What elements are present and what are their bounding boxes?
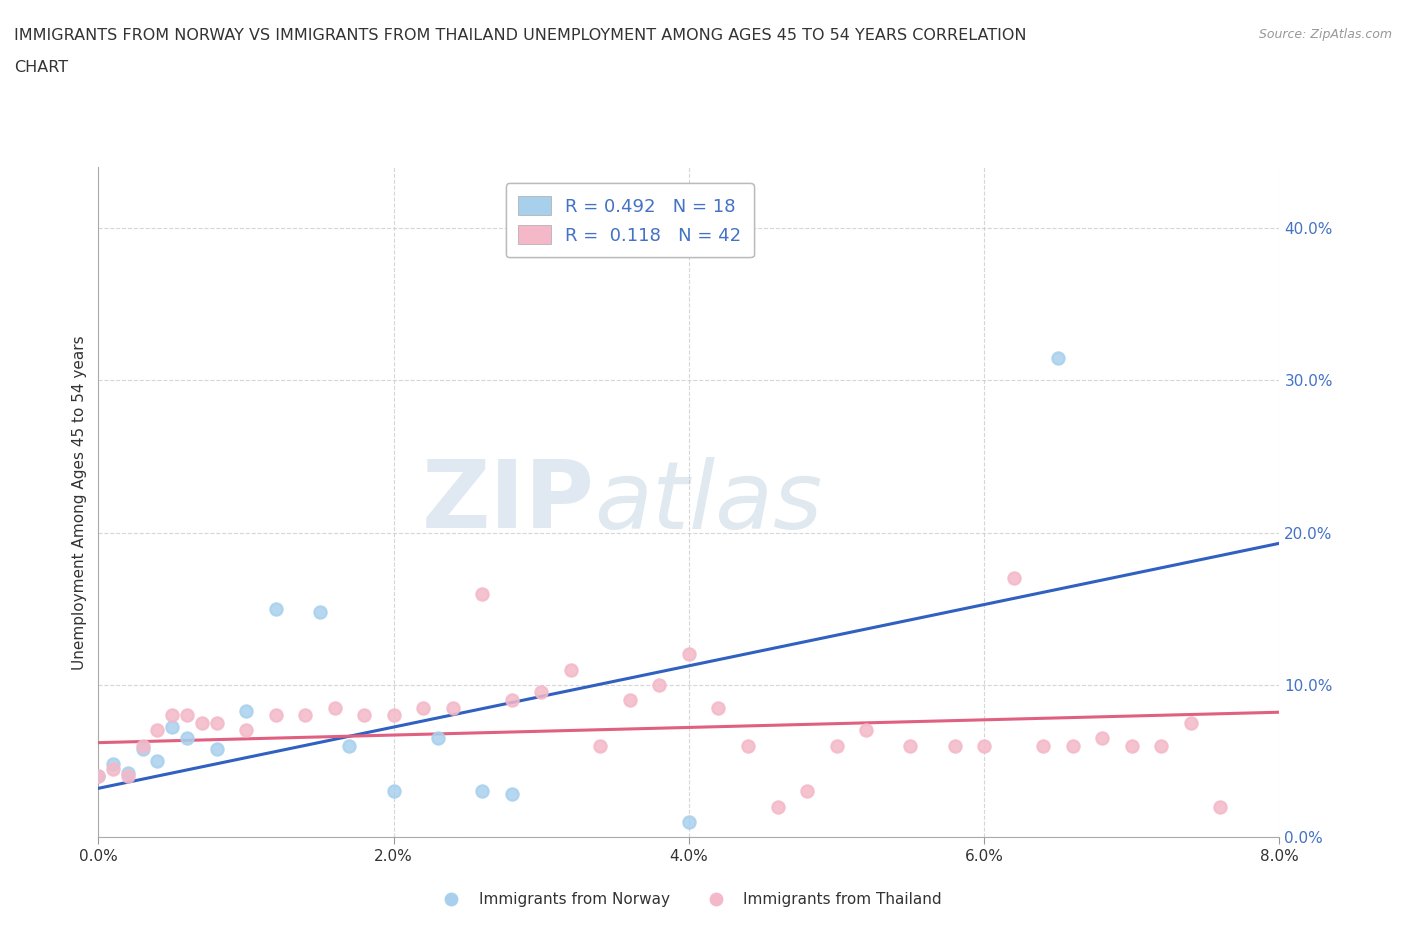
Point — [162, 720, 183, 735]
Point — [707, 700, 730, 715]
Point — [205, 715, 228, 730]
Point — [132, 738, 155, 753]
Point — [1209, 799, 1232, 814]
Point — [87, 769, 110, 784]
Point — [678, 647, 700, 662]
Point — [1002, 571, 1025, 586]
Point — [1150, 738, 1173, 753]
Point — [176, 731, 198, 746]
Point — [530, 685, 553, 700]
Point — [648, 677, 671, 692]
Point — [264, 708, 287, 723]
Point — [678, 815, 700, 830]
Point — [426, 731, 449, 746]
Point — [589, 738, 612, 753]
Point — [898, 738, 921, 753]
Y-axis label: Unemployment Among Ages 45 to 54 years: Unemployment Among Ages 45 to 54 years — [72, 335, 87, 670]
Point — [132, 741, 155, 756]
Point — [441, 700, 464, 715]
Text: Source: ZipAtlas.com: Source: ZipAtlas.com — [1258, 28, 1392, 41]
Text: CHART: CHART — [14, 60, 67, 75]
Point — [737, 738, 759, 753]
Point — [1032, 738, 1054, 753]
Legend: R = 0.492   N = 18, R =  0.118   N = 42: R = 0.492 N = 18, R = 0.118 N = 42 — [506, 183, 754, 258]
Point — [973, 738, 995, 753]
Point — [943, 738, 966, 753]
Point — [323, 700, 346, 715]
Point — [146, 723, 169, 737]
Point — [235, 703, 257, 718]
Point — [353, 708, 375, 723]
Point — [412, 700, 434, 715]
Text: IMMIGRANTS FROM NORWAY VS IMMIGRANTS FROM THAILAND UNEMPLOYMENT AMONG AGES 45 TO: IMMIGRANTS FROM NORWAY VS IMMIGRANTS FRO… — [14, 28, 1026, 43]
Point — [1180, 715, 1202, 730]
Point — [382, 708, 405, 723]
Point — [471, 784, 494, 799]
Point — [264, 602, 287, 617]
Point — [1091, 731, 1114, 746]
Legend: Immigrants from Norway, Immigrants from Thailand: Immigrants from Norway, Immigrants from … — [430, 886, 948, 913]
Point — [471, 586, 494, 601]
Point — [766, 799, 789, 814]
Point — [117, 769, 139, 784]
Point — [825, 738, 848, 753]
Point — [619, 693, 641, 708]
Point — [162, 708, 183, 723]
Point — [382, 784, 405, 799]
Text: atlas: atlas — [595, 457, 823, 548]
Point — [1046, 351, 1069, 365]
Point — [501, 787, 523, 802]
Point — [117, 765, 139, 780]
Point — [103, 761, 124, 776]
Point — [191, 715, 214, 730]
Point — [337, 738, 360, 753]
Point — [103, 756, 124, 771]
Point — [146, 753, 169, 768]
Point — [294, 708, 316, 723]
Point — [501, 693, 523, 708]
Point — [796, 784, 818, 799]
Point — [1121, 738, 1143, 753]
Text: ZIP: ZIP — [422, 457, 595, 548]
Point — [308, 604, 332, 619]
Point — [87, 769, 110, 784]
Point — [235, 723, 257, 737]
Point — [855, 723, 877, 737]
Point — [176, 708, 198, 723]
Point — [1062, 738, 1084, 753]
Point — [560, 662, 582, 677]
Point — [205, 741, 228, 756]
